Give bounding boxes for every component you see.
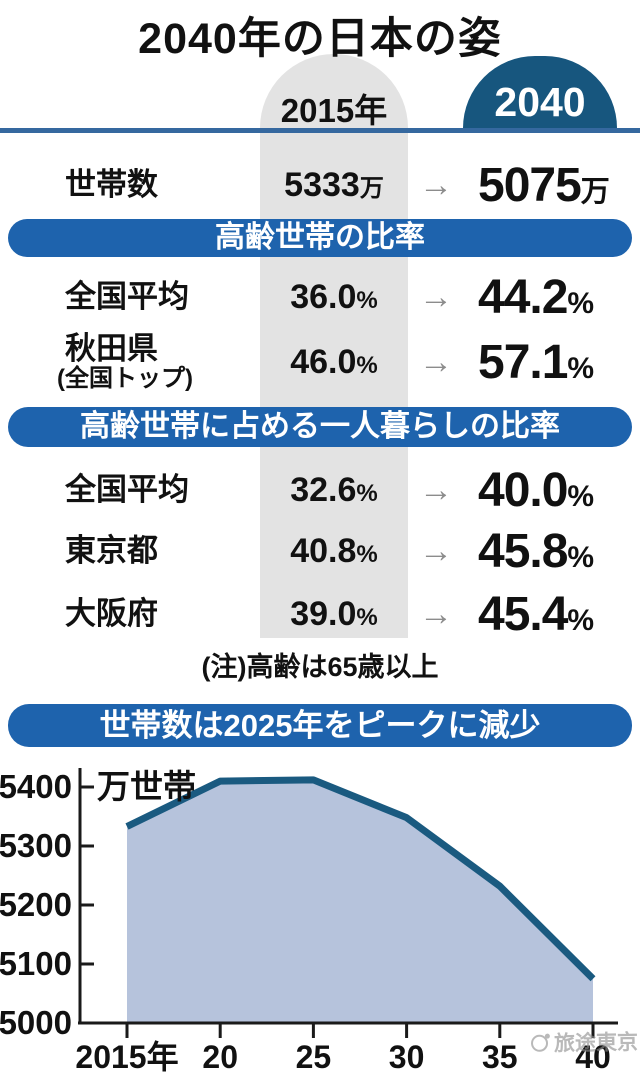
table-row-osaka: 大阪府 39.0% → 45.4% [0,579,640,649]
table-row-national-avg-elderly: 全国平均 36.0% → 44.2% [0,262,640,332]
row-label: 東京都 [65,533,158,569]
value-2040: 45.8% [478,524,595,578]
trend-line [125,776,596,982]
watermark-logo-icon [530,1034,549,1052]
header-divider-rule [0,128,640,133]
y-tick-label: 5200 [0,886,72,923]
row-label: 全国平均 [65,279,189,315]
column-header-2015: 2015年 [280,92,388,129]
row-label-sub: (全国トップ) [57,364,193,392]
watermark-text: 旅途東京 [553,1031,639,1056]
table-row-households: 世帯数 5333万 → 5075万 [0,150,640,220]
value-2040: 5075万 [478,158,610,212]
row-label: 大阪府 [65,596,158,632]
arrow-icon: → [419,277,453,316]
arrow-icon: → [419,165,453,204]
row-label: 世帯数 [65,167,158,203]
column-header-2040: 2040 [463,56,617,128]
x-tick-label: 35 [482,1039,518,1074]
table-row-tokyo: 東京都 40.8% → 45.8% [0,516,640,586]
arrow-icon: → [419,342,453,381]
value-2015: 40.8% [290,531,378,570]
x-tick-label: 30 [389,1039,425,1074]
x-tick-label: 2015年 [75,1039,178,1074]
households-chart-svg: 5000 5100 5200 5300 5400 万世帯 2015年 20 25 30 35 40 [0,768,618,1074]
x-tick-label: 25 [296,1039,332,1074]
value-2040: 40.0% [478,463,595,517]
value-2015: 39.0% [290,594,378,633]
arrow-icon: → [419,470,453,509]
row-label: 全国平均 [65,472,189,508]
y-tick-label: 5300 [0,827,72,864]
value-2015: 46.0% [290,342,378,381]
y-tick-label: 5400 [0,768,72,805]
value-2015: 36.0% [290,277,378,316]
value-2015: 32.6% [290,470,378,509]
value-2040: 57.1% [478,335,595,389]
x-tick-label: 20 [202,1039,238,1074]
table-row-national-avg-single: 全国平均 32.6% → 40.0% [0,455,640,525]
arrow-icon: → [419,531,453,570]
households-chart: 5000 5100 5200 5300 5400 万世帯 2015年 20 25 30 35 40 [0,752,640,1074]
table-row-akita: 秋田県 (全国トップ) 46.0% → 57.1% [0,320,640,404]
arrow-icon: → [419,594,453,633]
footnote: (注)高齢は65歳以上 [201,652,439,682]
y-tick-label: 5000 [0,1004,72,1041]
row-label-main: 秋田県 [65,331,158,367]
value-2015: 5333万 [284,165,384,204]
section-header-single-living-ratio: 高齢世帯に占める一人暮らしの比率 [8,407,632,447]
watermark: 旅途東京 [530,1026,639,1058]
section-header-elderly-ratio: 高齢世帯の比率 [8,219,632,257]
y-axis-unit-label: 万世帯 [97,768,196,805]
value-2040: 44.2% [478,270,595,324]
column-header-2040-label: 2040 [494,79,586,125]
column-2015-background [260,54,408,638]
y-tick-label: 5100 [0,945,72,982]
area-fill [127,779,593,1022]
chart-section-header: 世帯数は2025年をピークに減少 [8,704,632,747]
row-label: 秋田県 (全国トップ) [0,332,260,391]
x-tick-label: 40 [575,1039,611,1074]
page-title: 2040年の日本の姿 [138,15,502,63]
value-2040: 45.4% [478,587,595,641]
